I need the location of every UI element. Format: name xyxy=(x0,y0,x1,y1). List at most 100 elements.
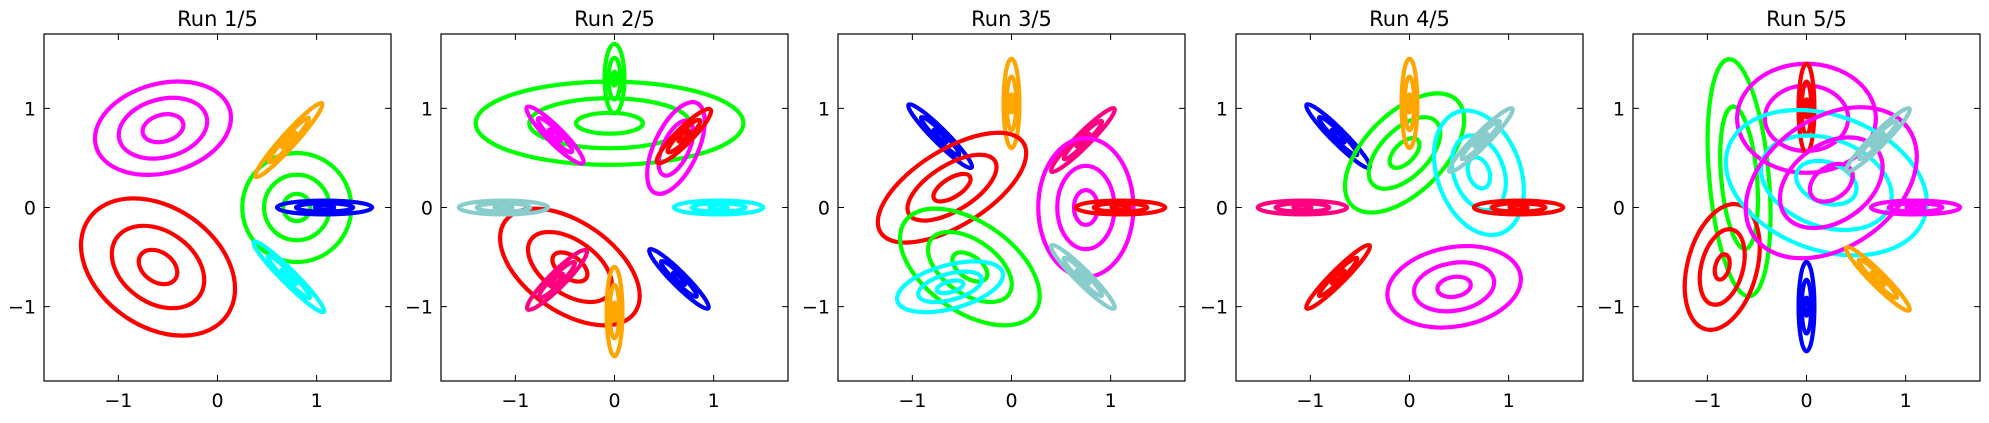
x-tick-label: −1 xyxy=(898,390,926,412)
contour-ring xyxy=(1471,198,1566,217)
y-tick-label: 0 xyxy=(421,198,433,220)
y-tick-label: −1 xyxy=(1200,297,1228,319)
subplot-4: −1 0 1 −1 0 1 Run 4/5 xyxy=(1200,7,1584,412)
subplot-1: −1 0 1 −1 0 1 Run 1/5 xyxy=(8,7,392,412)
contour-ring xyxy=(279,267,299,287)
y-tick-label: 0 xyxy=(1216,198,1228,220)
contour-ring xyxy=(1799,277,1814,336)
y-tick-label: −1 xyxy=(8,297,36,319)
contour-ring xyxy=(1255,198,1350,217)
y-tick-label: 1 xyxy=(818,98,830,120)
contour-group xyxy=(78,79,375,338)
x-tick-label: −1 xyxy=(104,390,132,412)
contour-ring xyxy=(1904,203,1927,212)
chart-title: Run 1/5 xyxy=(177,7,258,31)
contour-ring xyxy=(646,246,711,311)
contour-ring xyxy=(524,247,590,312)
contour-ring xyxy=(1385,243,1523,330)
contour-ring xyxy=(654,106,714,166)
contour-ring xyxy=(1435,274,1473,300)
y-tick-label: 1 xyxy=(1216,98,1228,120)
subplot-2: −1 0 1 −1 0 1 Run 2/5 xyxy=(405,7,789,412)
contour-group xyxy=(1682,57,1963,354)
chart-title: Run 4/5 xyxy=(1369,7,1450,31)
contour-ring xyxy=(1868,198,1963,217)
y-tick-label: −1 xyxy=(405,297,433,319)
contour-ring xyxy=(1329,127,1347,145)
contour-ring xyxy=(78,196,238,338)
contour-ring xyxy=(931,171,973,204)
contour-ring xyxy=(1472,131,1490,149)
contour-ring xyxy=(1869,270,1887,288)
contour-ring xyxy=(1048,242,1117,311)
contour-ring xyxy=(916,269,984,305)
y-tick-label: 0 xyxy=(818,198,830,220)
y-tick-label: 0 xyxy=(1613,198,1625,220)
contour-ring xyxy=(1802,295,1811,318)
contour-ring xyxy=(906,102,975,171)
contour-ring xyxy=(281,191,313,224)
contour-ring xyxy=(548,271,566,289)
contour-ring xyxy=(1796,259,1817,354)
contour-ring xyxy=(116,95,210,161)
contour-ring xyxy=(253,100,325,180)
contour-ring xyxy=(602,41,627,116)
chart-title: Run 2/5 xyxy=(574,7,655,31)
x-tick-label: −1 xyxy=(1693,390,1721,412)
contour-ring xyxy=(665,117,703,155)
contour-ring xyxy=(312,203,337,212)
x-tick-label: 1 xyxy=(311,390,323,412)
contour-group xyxy=(875,56,1168,328)
y-tick-label: 1 xyxy=(421,98,433,120)
x-tick-label: 0 xyxy=(1403,390,1415,412)
contour-ring xyxy=(1387,135,1422,170)
contour-ring xyxy=(492,203,515,212)
contour-ring xyxy=(676,128,692,144)
contour-ring xyxy=(547,127,563,144)
y-tick-label: 1 xyxy=(24,98,36,120)
contour-ring xyxy=(645,100,707,196)
contour-ring xyxy=(671,198,766,217)
contour-ring xyxy=(931,127,949,145)
y-tick-label: −1 xyxy=(802,297,830,319)
contour-ring xyxy=(279,130,298,150)
contour-ring xyxy=(610,300,619,323)
contour-ring xyxy=(535,115,575,155)
contour-ring xyxy=(1697,227,1747,307)
contour-ring xyxy=(1304,242,1373,311)
contour-ring xyxy=(1869,131,1887,149)
contour-group xyxy=(1255,56,1566,330)
contour-ring xyxy=(1291,203,1314,212)
x-tick-label: 1 xyxy=(1503,390,1515,412)
contour-ring xyxy=(573,110,646,136)
contour-ring xyxy=(606,55,623,102)
contour-ring xyxy=(1507,203,1530,212)
x-tick-label: 1 xyxy=(708,390,720,412)
contour-ring xyxy=(670,270,688,288)
contour-ring xyxy=(1048,106,1117,175)
contour-ring xyxy=(707,203,730,212)
contour-ring xyxy=(251,239,327,315)
contour-ring xyxy=(875,130,1029,245)
x-tick-label: 0 xyxy=(1800,390,1812,412)
plot-area xyxy=(44,34,391,381)
contour-ring xyxy=(536,259,578,300)
y-tick-label: 1 xyxy=(1613,98,1625,120)
x-tick-label: 0 xyxy=(608,390,620,412)
contour-ring xyxy=(1843,244,1912,313)
contour-ring xyxy=(109,223,207,311)
contour-ring xyxy=(524,104,586,166)
contour-ring xyxy=(1431,108,1526,238)
contour-ring xyxy=(1001,56,1022,151)
contour-ring xyxy=(136,247,180,287)
contour-ring xyxy=(1366,115,1443,191)
contour-ring xyxy=(140,112,186,145)
contour-ring xyxy=(92,79,234,177)
contour-ring xyxy=(1402,74,1417,133)
y-tick-label: −1 xyxy=(1597,297,1625,319)
chart-title: Run 5/5 xyxy=(1766,7,1847,31)
contour-ring xyxy=(1682,201,1762,332)
contour-ring xyxy=(1399,56,1420,151)
